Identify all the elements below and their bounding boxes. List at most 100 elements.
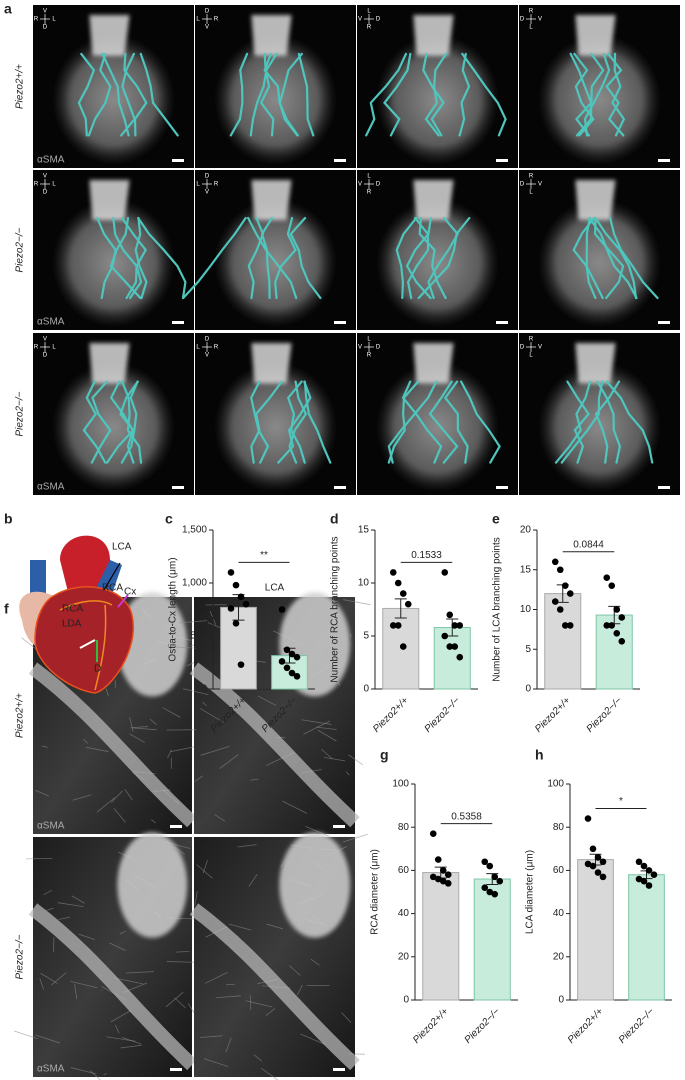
heart-schematic: LCA Cx RCA LDA D	[19, 535, 136, 694]
fiber	[225, 1037, 232, 1053]
fiber	[114, 1024, 120, 1034]
fiber	[250, 778, 259, 781]
panel-letter: c	[165, 511, 173, 527]
orientation-label: D	[376, 17, 381, 23]
orientation-label: L	[367, 9, 371, 15]
orientation-label: V	[358, 182, 362, 188]
fiber	[132, 726, 149, 729]
orientation-label: L	[529, 353, 533, 359]
y-tick-label: 1,500	[182, 525, 207, 536]
orientation-label: V	[205, 190, 209, 196]
fiber	[219, 754, 239, 769]
column-label: LCA	[265, 583, 285, 594]
y-tick-label: 10	[358, 578, 370, 589]
fiber	[282, 800, 308, 814]
data-point	[496, 877, 504, 885]
y-tick-label: 0	[403, 995, 409, 1006]
heart-tissue	[214, 34, 337, 165]
bar	[473, 878, 511, 1001]
ostium	[117, 832, 188, 938]
data-point	[486, 888, 494, 896]
orientation-label: V	[205, 353, 209, 359]
data-point	[288, 650, 296, 658]
heart-label: RCA	[62, 604, 83, 615]
vessel	[189, 903, 360, 1071]
data-point	[603, 574, 611, 581]
coronary-vessel	[605, 52, 625, 137]
coronary-vessel	[566, 380, 590, 464]
stain-label: αSMA	[37, 821, 65, 832]
coronary-vessel	[297, 52, 315, 137]
fiber	[194, 775, 204, 783]
fiber	[72, 794, 92, 801]
data-point	[399, 590, 407, 597]
vessel	[28, 662, 197, 828]
orientation-label: D	[520, 17, 525, 23]
image-layer	[14, 5, 680, 1080]
coronary-vessel	[428, 380, 459, 464]
heart-label: LCA	[112, 542, 132, 553]
fiber	[58, 916, 71, 920]
orientation-label: D	[376, 182, 381, 188]
data-point	[283, 646, 291, 654]
coronary-vessel	[383, 52, 412, 137]
fiber	[39, 978, 45, 990]
scale-bar	[334, 486, 346, 489]
fiber	[174, 997, 186, 1009]
orientation-label: R	[529, 174, 534, 180]
artery	[59, 600, 113, 611]
panel-letter: a	[4, 1, 12, 17]
data-point	[491, 873, 499, 881]
vessel-tissue	[413, 343, 454, 384]
orientation-label: L	[52, 345, 56, 351]
data-point	[613, 606, 621, 613]
fiber	[14, 1030, 38, 1040]
data-point	[650, 871, 658, 879]
orientation-label: D	[205, 337, 210, 343]
ventricle	[34, 586, 135, 694]
fiber	[110, 1009, 132, 1023]
y-tick-label: 15	[358, 525, 370, 536]
y-tick-label: 0	[525, 684, 531, 695]
coronary-vessel	[87, 52, 112, 137]
data-point	[481, 858, 489, 866]
arrow	[79, 639, 96, 649]
x-tick-label: Piezo2+/+	[533, 695, 573, 735]
orientation-label: R	[34, 345, 39, 351]
coronary-vessel	[250, 380, 283, 464]
y-tick-label: 0	[201, 684, 207, 695]
y-tick-label: 5	[525, 644, 531, 655]
fiber	[321, 748, 333, 759]
y-tick-label: 500	[190, 631, 207, 642]
data-point	[389, 622, 397, 629]
fiber	[341, 1012, 352, 1023]
data-point	[608, 582, 616, 589]
coronary-vessel	[106, 380, 139, 464]
data-point	[441, 632, 449, 640]
orientation-label: L	[367, 337, 371, 343]
scale-bar	[658, 159, 670, 162]
fiber	[78, 933, 96, 940]
fiber	[202, 701, 207, 707]
fiber	[215, 995, 241, 999]
data-point	[293, 672, 301, 680]
coronary-vessel	[278, 52, 303, 137]
fiber	[199, 1035, 223, 1038]
significance-label: *	[619, 796, 623, 807]
coronary-vessel	[274, 216, 297, 300]
fiber	[228, 923, 252, 931]
data-point	[237, 661, 245, 668]
orientation-label: L	[52, 17, 56, 23]
coronary-vessel	[120, 216, 148, 300]
orientation-label: R	[529, 337, 534, 343]
data-point	[603, 622, 611, 629]
stain-label: αSMA	[37, 155, 65, 166]
y-tick-label: 20	[398, 951, 410, 962]
scale-bar	[496, 159, 508, 162]
row-label: Piezo2−/−	[15, 391, 26, 436]
data-point	[237, 593, 245, 601]
orientation-label: R	[214, 345, 219, 351]
fiber	[124, 789, 133, 801]
fiber	[349, 633, 352, 638]
fiber	[109, 942, 126, 951]
